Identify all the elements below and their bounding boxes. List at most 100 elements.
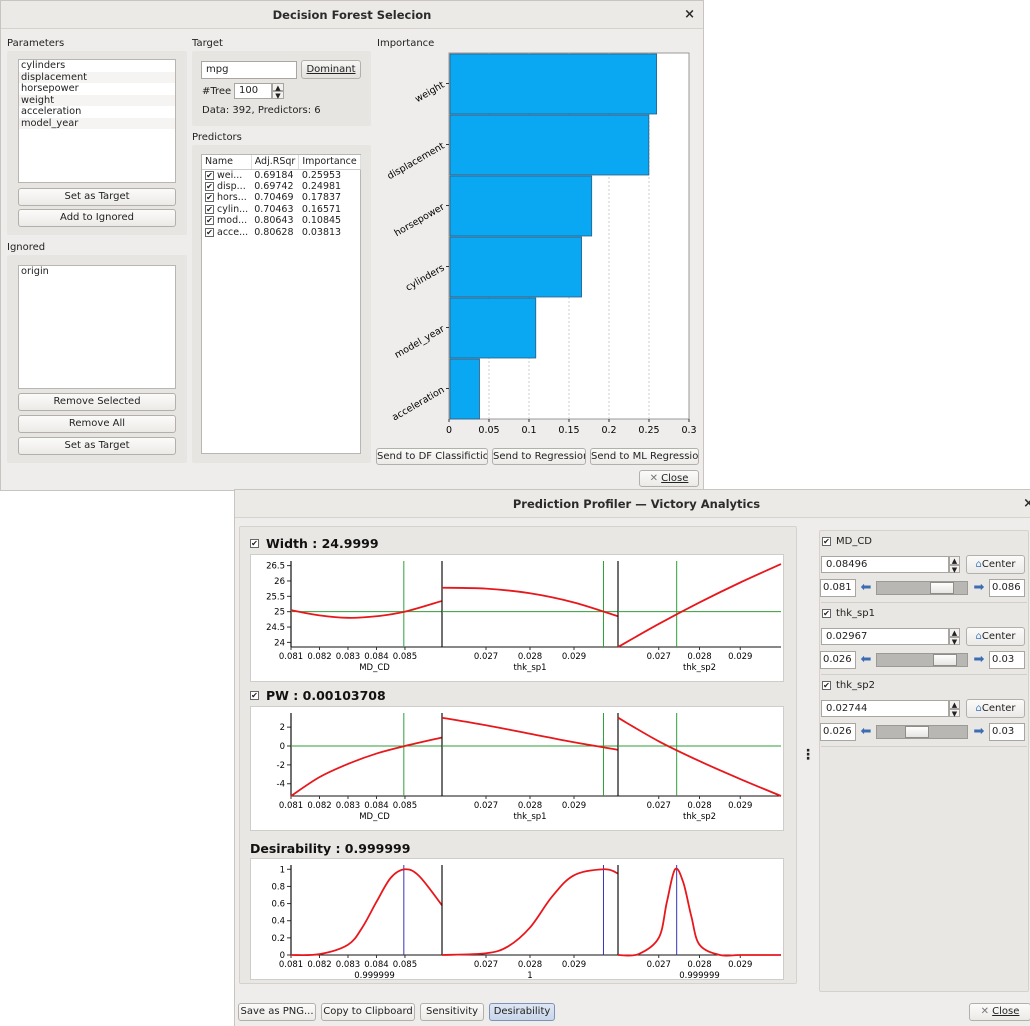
column-header[interactable]: Adj.RSqr [251,155,300,170]
center-button[interactable]: ⌂Center [966,555,1025,574]
factor-value-input[interactable]: 0.02744 [821,700,949,717]
table-row[interactable]: ✔ mod... 0.80643 0.10845 [202,215,360,227]
factor-checkbox[interactable]: ✔ [822,608,831,618]
parameters-list[interactable]: cylinders displacement horsepower weight acc… [18,59,176,183]
importance-bar [449,114,650,176]
profile-curve [441,716,619,751]
table-row[interactable]: ✔ acce... 0.80628 0.03813 [202,227,360,239]
x-tick-label: 0.028 [518,801,542,811]
increase-arrow-icon[interactable]: ➡ [973,724,985,739]
save-png-button[interactable]: Save as PNG... [238,1003,316,1021]
splitter-handle-icon[interactable]: ⋮ [801,747,815,763]
panel-xlabel: thk_sp1 [513,663,546,673]
profile-curve [617,563,782,648]
factor-value-input[interactable]: 0.08496 [821,556,949,573]
copy-clipboard-button[interactable]: Copy to Clipboard [321,1003,415,1021]
parameters-label: Parameters [7,38,65,49]
target-input[interactable]: mpg [201,61,297,79]
factor-checkbox[interactable]: ✔ [822,536,831,546]
x-tick-label: 0.029 [728,960,752,970]
send-ml-button[interactable]: Send to ML Regression [590,448,699,465]
tree-spin-up-icon[interactable]: ▲ [272,83,284,92]
set-as-target-button[interactable]: Set as Target [18,188,176,206]
checkbox[interactable]: ✔ [205,181,214,191]
column-header[interactable]: Importance [298,155,361,170]
decrease-arrow-icon[interactable]: ⬅ [860,580,872,595]
parameter-item[interactable]: cylinders [21,60,66,71]
remove-selected-button[interactable]: Remove Selected [18,393,176,411]
decrease-arrow-icon[interactable]: ⬅ [860,652,872,667]
category-label: weight [413,79,446,105]
factor-checkbox[interactable]: ✔ [822,680,831,690]
table-row[interactable]: ✔ disp... 0.69742 0.24981 [202,181,360,193]
increase-arrow-icon[interactable]: ➡ [973,652,985,667]
spin-up-icon[interactable]: ▲ [949,700,960,709]
remove-all-button[interactable]: Remove All [18,415,176,433]
ignored-label: Ignored [7,242,46,253]
spin-down-icon[interactable]: ▼ [949,564,960,573]
set-as-target-ignored-button[interactable]: Set as Target [18,437,176,455]
y-tick-label: 24.5 [266,623,285,633]
spin-down-icon[interactable]: ▼ [949,708,960,717]
table-row[interactable]: ✔ hors... 0.70469 0.17837 [202,192,360,204]
predictor-name: wei... [217,169,243,181]
factor-slider[interactable] [876,725,968,739]
predictor-rsq: 0.69742 [254,180,294,192]
desirability-button[interactable]: Desirability [489,1003,555,1021]
dominant-button[interactable]: Dominant [301,60,361,79]
profile-curve [290,868,443,957]
x-tick-label: 0.2 [601,425,616,436]
send-regression-button[interactable]: Send to Regression [492,448,586,465]
factor-slider[interactable] [876,653,968,667]
ignored-list[interactable]: origin [18,265,176,389]
profiler-close-button[interactable]: ✕ Close [969,1003,1030,1021]
tree-spin-down-icon[interactable]: ▼ [272,91,284,100]
checkbox[interactable]: ✔ [205,193,214,203]
predictor-name-cell: ✔ wei... [202,169,251,181]
checkbox[interactable]: ✔ [205,216,214,226]
send-df-button[interactable]: Send to DF Classifiction [376,448,488,465]
dialog-close-button[interactable]: ✕ Close [639,470,699,487]
spin-down-icon[interactable]: ▼ [949,636,960,645]
panel-xlabel: MD_CD [359,663,390,673]
importance-bar [449,236,582,298]
parameter-item[interactable]: model_year [19,117,175,129]
center-label: Center [981,703,1016,714]
slider-handle[interactable] [933,654,958,666]
spin-up-icon[interactable]: ▲ [949,628,960,637]
spin-up-icon[interactable]: ▲ [949,556,960,565]
center-button[interactable]: ⌂Center [966,627,1025,646]
table-row[interactable]: ✔ cylin... 0.70463 0.16571 [202,204,360,216]
slider-handle[interactable] [904,726,929,738]
increase-arrow-icon[interactable]: ➡ [973,580,985,595]
parameter-item[interactable]: weight [19,94,175,106]
remove-all-label: Remove All [68,418,126,429]
width-checkbox[interactable]: ✔ [250,538,259,548]
add-to-ignored-button[interactable]: Add to Ignored [18,209,176,227]
pw-checkbox[interactable]: ✔ [250,690,259,700]
x-tick-label: 0.027 [647,652,671,662]
ignored-item[interactable]: origin [21,266,49,277]
close-icon[interactable]: × [684,7,695,22]
send-ml-label: Send to ML Regression [591,451,699,462]
predictor-importance: 0.25953 [301,169,342,181]
sensitivity-button[interactable]: Sensitivity [420,1003,484,1021]
x-tick-label: 0.081 [279,801,303,811]
checkbox[interactable]: ✔ [205,170,214,180]
slider-handle[interactable] [930,582,955,594]
factor-slider[interactable] [876,581,968,595]
predictors-table[interactable]: Name Adj.RSqr Importance ✔ wei... 0.69184 0.2… [201,154,361,454]
checkbox[interactable]: ✔ [205,204,214,214]
tree-spinbox[interactable]: 100 [234,83,272,99]
center-button[interactable]: ⌂Center [966,699,1025,718]
profiler-close-icon[interactable]: × [1023,490,1030,518]
parameter-item[interactable]: acceleration [21,106,82,117]
column-header[interactable]: Name [202,155,252,170]
decrease-arrow-icon[interactable]: ⬅ [860,724,872,739]
parameter-item[interactable]: displacement [19,71,175,83]
checkbox[interactable]: ✔ [205,227,214,237]
predictor-name: hors... [217,192,247,204]
factor-value-input[interactable]: 0.02967 [821,628,949,645]
table-row[interactable]: ✔ wei... 0.69184 0.25953 [202,169,360,181]
parameter-item[interactable]: horsepower [21,83,79,94]
